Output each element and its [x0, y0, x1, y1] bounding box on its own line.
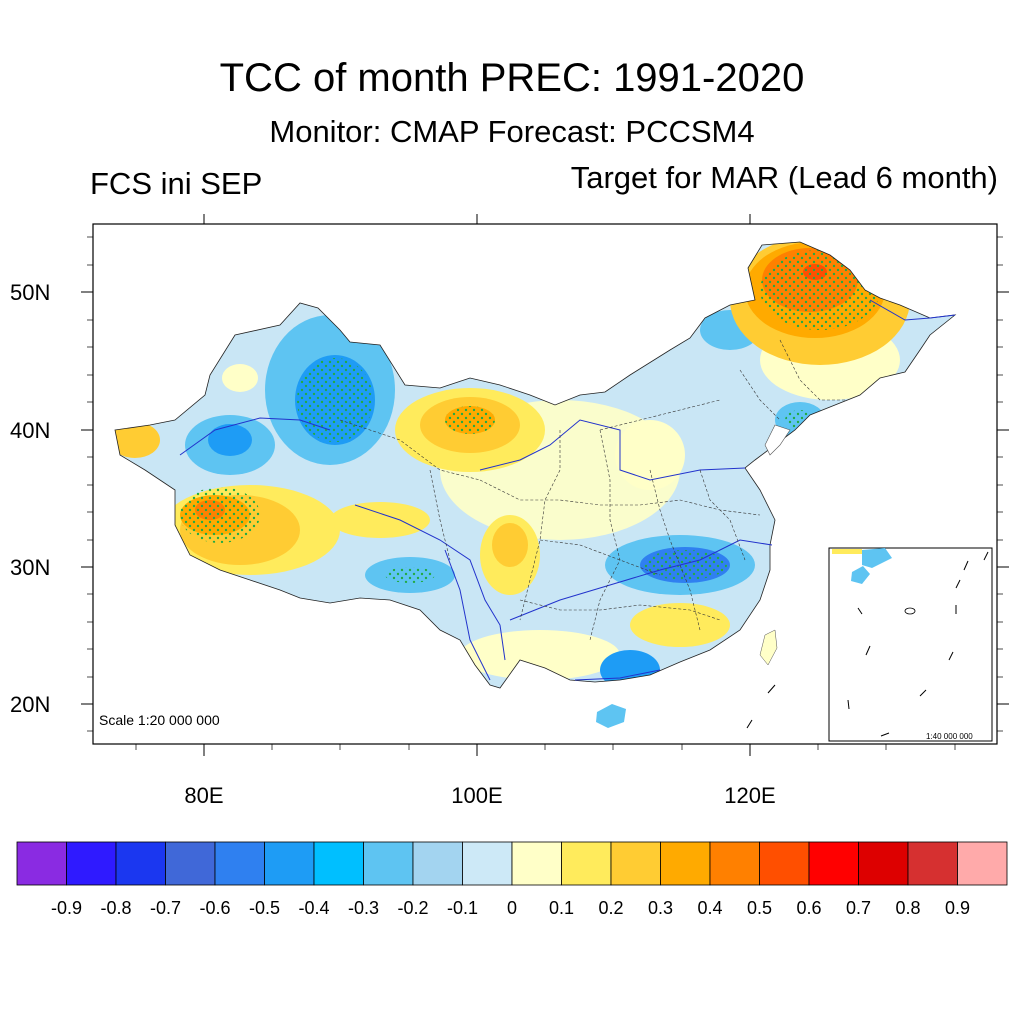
colorbar-swatch [957, 841, 1008, 886]
colorbar-swatch [462, 841, 513, 886]
colorbar-tick-label: 0.1 [549, 898, 574, 918]
colorbar-swatch [412, 841, 463, 886]
colorbar-tick-label: 0.9 [945, 898, 970, 918]
colorbar-swatch [759, 841, 810, 886]
coastal-dashes [746, 684, 776, 729]
taiwan-island [759, 629, 778, 666]
colorbar-tick-label: 0.3 [648, 898, 673, 918]
colorbar-swatch [115, 841, 166, 886]
colorbar-swatch [511, 841, 562, 886]
lat-tick-label: 50N [10, 280, 50, 305]
colorbar-tick-label: 0 [507, 898, 517, 918]
target-lead-label: Target for MAR (Lead 6 month) [570, 160, 998, 195]
colorbar-swatch [363, 841, 414, 886]
colorbar-swatch [709, 841, 760, 886]
lat-tick-label: 20N [10, 692, 50, 717]
colorbar-swatch [313, 841, 364, 886]
map-subtitle: Monitor: CMAP Forecast: PCCSM4 [269, 114, 755, 149]
colorbar-tick-label: -0.8 [100, 898, 131, 918]
colorbar-swatch [214, 841, 265, 886]
colorbar-tick-label: -0.7 [150, 898, 181, 918]
colorbar-tick-label: -0.1 [447, 898, 478, 918]
colorbar-tick-label: -0.4 [298, 898, 329, 918]
colorbar-swatch [165, 841, 216, 886]
colorbar-tick-label: -0.5 [249, 898, 280, 918]
forecast-init-label: FCS ini SEP [90, 166, 263, 201]
colorbar-tick-label: 0.7 [846, 898, 871, 918]
province-boundaries [339, 339, 845, 641]
colorbar-tick-label: -0.3 [348, 898, 379, 918]
colorbar-swatch [66, 841, 117, 886]
lon-tick-label: 100E [451, 783, 502, 808]
colorbar-tick-label: -0.2 [397, 898, 428, 918]
colorbar-swatch [808, 841, 859, 886]
colorbar-swatch [660, 841, 711, 886]
frame-ticks [81, 214, 1009, 756]
colorbar-swatch [610, 841, 661, 886]
colorbar: -0.9 -0.8 -0.7 -0.6 -0.5 -0.4 -0.3 -0.2 -0.1 0 0.1… [16, 841, 1008, 918]
colorbar-swatch [858, 841, 909, 886]
inset-scale-label: 1:40 000 000 [926, 732, 973, 741]
colorbar-tick-label: 0.2 [598, 898, 623, 918]
south-china-sea-inset: 1:40 000 000 [828, 547, 993, 742]
lat-tick-label: 30N [10, 555, 50, 580]
lon-tick-label: 120E [724, 783, 775, 808]
colorbar-tick-label: -0.9 [51, 898, 82, 918]
map-scale-label: Scale 1:20 000 000 [99, 712, 220, 728]
colorbar-tick-label: 0.8 [895, 898, 920, 918]
rivers [179, 299, 956, 681]
colorbar-tick-label: -0.6 [199, 898, 230, 918]
map-title: TCC of month PREC: 1991-2020 [219, 56, 805, 100]
lon-tick-label: 80E [184, 783, 223, 808]
china-outline [114, 241, 957, 689]
bohai-bay [764, 424, 791, 456]
frame-minor-ticks [87, 236, 1003, 750]
colorbar-tick-label: 0.6 [796, 898, 821, 918]
colorbar-swatch [264, 841, 315, 886]
colorbar-swatch [561, 841, 612, 886]
colorbar-swatch [907, 841, 958, 886]
colorbar-tick-label: 0.5 [747, 898, 772, 918]
colorbar-swatch [16, 841, 67, 886]
colorbar-tick-label: 0.4 [697, 898, 722, 918]
hainan-island [596, 704, 626, 728]
lat-tick-label: 40N [10, 418, 50, 443]
